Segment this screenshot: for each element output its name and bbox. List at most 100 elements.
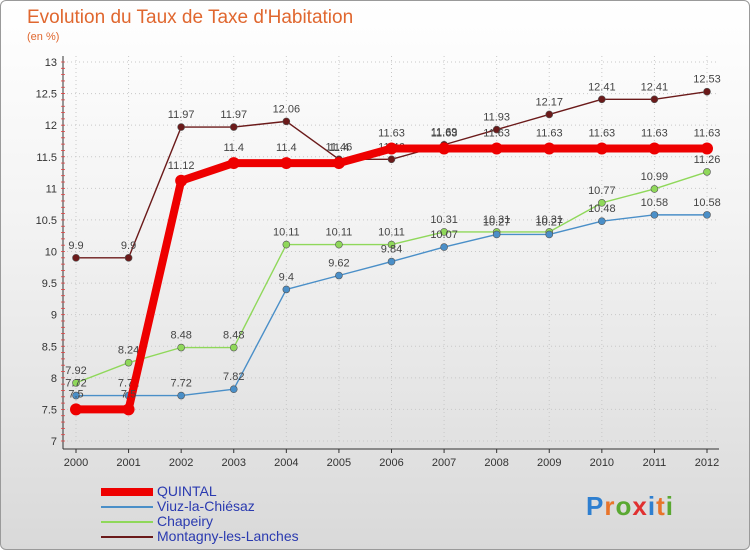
data-point — [175, 174, 188, 187]
data-point — [229, 123, 238, 131]
x-tick-label: 2009 — [537, 457, 561, 469]
data-point — [440, 228, 448, 236]
data-point — [545, 230, 554, 239]
y-tick-label: 13 — [45, 57, 57, 69]
data-point — [177, 123, 185, 131]
data-label: 11.63 — [431, 128, 458, 140]
y-tick-label: 12.5 — [36, 89, 57, 101]
data-point — [703, 211, 711, 219]
data-point — [282, 240, 291, 249]
logo-letter: r — [604, 491, 616, 521]
data-label: 12.17 — [535, 96, 563, 108]
data-label: 12.41 — [641, 81, 669, 93]
proxiti-logo: Proxiti — [586, 491, 674, 522]
x-tick-label: 2005 — [327, 457, 351, 469]
data-point — [701, 142, 713, 155]
data-label: 9.62 — [328, 258, 349, 270]
legend-label: Viuz-la-Chiésaz — [157, 498, 255, 514]
data-label: 11.97 — [220, 109, 247, 121]
data-label: 10.11 — [326, 227, 353, 239]
legend-swatch — [101, 488, 153, 496]
chart-title: Evolution du Taux de Taxe d'Habitation — [27, 7, 354, 28]
data-label: 8.48 — [170, 330, 191, 342]
logo-letter: o — [615, 491, 633, 521]
data-point — [332, 157, 345, 170]
logo-letter: i — [665, 491, 674, 521]
data-point — [650, 95, 659, 104]
data-point — [385, 142, 398, 155]
x-tick-label: 2000 — [64, 457, 88, 469]
data-label: 11.26 — [694, 154, 721, 166]
data-point — [598, 95, 606, 104]
data-label: 10.27 — [483, 216, 511, 228]
x-tick-label: 2011 — [643, 457, 667, 469]
data-label: 10.27 — [535, 216, 563, 228]
data-label: 10.11 — [273, 227, 300, 239]
data-label: 9.4 — [279, 271, 294, 283]
data-point — [70, 403, 82, 416]
y-tick-label: 10.5 — [36, 215, 57, 227]
data-point — [703, 168, 711, 176]
data-label: 12.53 — [693, 74, 721, 86]
data-label: 9.9 — [68, 240, 83, 252]
y-tick-label: 7.5 — [42, 404, 57, 416]
data-label: 12.41 — [588, 81, 616, 93]
data-label: 8.48 — [223, 330, 244, 342]
x-tick-label: 2004 — [274, 457, 298, 469]
y-tick-label: 12 — [45, 120, 57, 132]
legend-swatch — [101, 506, 153, 508]
data-label: 11.63 — [694, 128, 721, 140]
data-label: 7.72 — [65, 378, 86, 390]
x-tick-label: 2001 — [116, 457, 140, 469]
data-point — [387, 155, 396, 164]
data-point — [492, 125, 501, 134]
data-label: 10.58 — [641, 197, 669, 209]
data-point — [490, 142, 503, 155]
x-tick-label: 2008 — [484, 457, 508, 469]
data-label: 11.12 — [168, 160, 195, 172]
x-tick-label: 2006 — [379, 457, 403, 469]
data-point — [387, 257, 396, 266]
logo-letter: P — [586, 491, 605, 521]
data-point — [703, 87, 711, 96]
data-label: 10.31 — [483, 214, 511, 226]
data-point — [72, 391, 80, 400]
data-point — [177, 343, 185, 352]
data-label: 10.58 — [693, 197, 721, 209]
data-point — [335, 240, 343, 249]
data-point — [335, 271, 343, 280]
data-point — [648, 142, 661, 155]
data-label: 11.63 — [378, 128, 405, 140]
data-point — [229, 385, 238, 394]
data-point — [440, 243, 448, 251]
data-label: 7.82 — [223, 371, 244, 383]
data-label: 11.63 — [483, 128, 510, 140]
data-label: 10.11 — [378, 227, 405, 239]
y-tick-label: 10 — [45, 247, 57, 259]
data-label: 10.77 — [588, 185, 616, 197]
data-point — [650, 211, 659, 219]
x-tick-label: 2007 — [432, 457, 456, 469]
data-point — [177, 391, 185, 400]
x-tick-label: 2010 — [590, 457, 614, 469]
data-label: 11.4 — [329, 142, 350, 154]
logo-letter: i — [647, 491, 657, 521]
logo-letter: x — [632, 491, 648, 521]
data-label: 7.5 — [68, 388, 83, 400]
y-tick-label: 8.5 — [42, 341, 57, 353]
data-point — [227, 157, 240, 170]
data-label: 10.99 — [641, 171, 669, 183]
legend-label: Chapeiry — [157, 513, 214, 529]
data-label: 11.4 — [276, 142, 297, 154]
x-tick-label: 2002 — [169, 457, 193, 469]
data-point — [650, 185, 659, 193]
data-label: 10.48 — [588, 203, 616, 215]
data-label: 10.31 — [430, 214, 458, 226]
logo-letter: t — [656, 491, 666, 521]
data-label: 12.06 — [273, 103, 301, 115]
data-label: 11.97 — [168, 109, 195, 121]
data-label: 11.69 — [431, 127, 458, 139]
data-point — [124, 358, 133, 367]
data-label: 11.63 — [588, 128, 615, 140]
data-point — [72, 379, 80, 387]
